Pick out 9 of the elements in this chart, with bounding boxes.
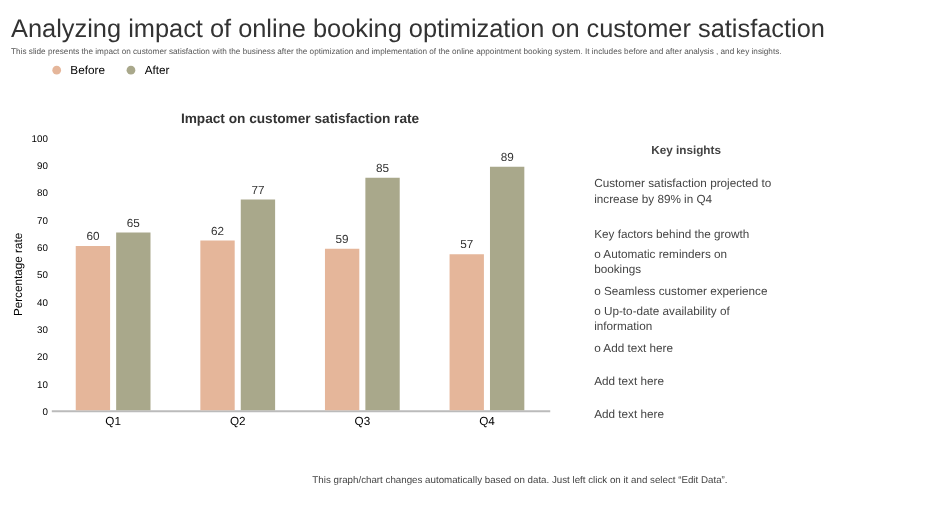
bar xyxy=(489,166,525,411)
chart-title: Analyzing impact of online booking optimization on customer satisfaction xyxy=(11,14,825,43)
bar xyxy=(240,199,276,411)
bar xyxy=(200,240,235,411)
bar xyxy=(75,246,111,411)
bar xyxy=(365,177,400,411)
bar xyxy=(324,248,360,411)
bar xyxy=(116,232,151,411)
bar xyxy=(449,254,484,411)
